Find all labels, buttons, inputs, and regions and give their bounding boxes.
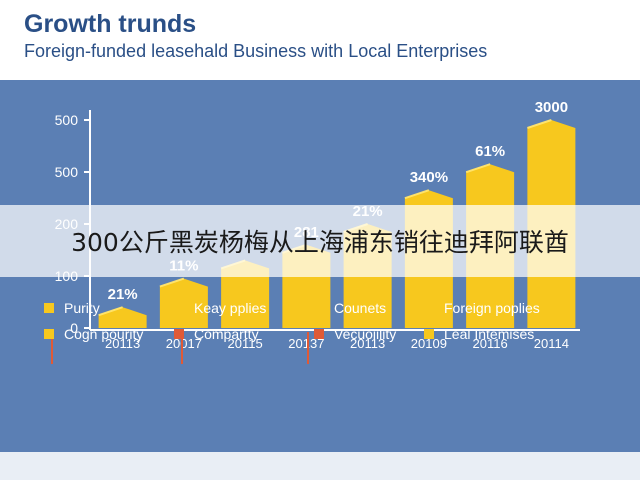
x-tick-label: 20115 [228, 336, 263, 351]
data-label: 21% [108, 286, 138, 303]
legend-label: Keay pplies [194, 300, 267, 316]
x-tick-label: 20113 [105, 336, 140, 351]
y-tick-label: 500 [55, 112, 79, 128]
caption-text: 300公斤黑炭杨梅从上海浦东销往迪拜阿联酋 [71, 228, 569, 257]
legend-swatch [314, 303, 324, 313]
chart-title: Growth trunds [24, 10, 197, 38]
legend-swatch [174, 303, 184, 313]
legend-item: Foreign poplies [424, 300, 540, 316]
legend-item: Cogn pourity [44, 326, 143, 342]
legend-swatch [424, 303, 434, 313]
legend-item: Leal Intemises [424, 326, 534, 342]
y-tick-label: 0 [70, 320, 78, 336]
bar-highlight [159, 277, 185, 288]
bar-highlight [404, 189, 430, 200]
y-tick-label: 500 [55, 164, 79, 180]
legend-swatch [314, 329, 324, 339]
x-tick-label: 20116 [473, 336, 508, 351]
bar [98, 307, 147, 328]
legend-item: Keay pplies [174, 300, 266, 316]
x-tick-label: 20109 [411, 336, 447, 351]
legend-swatch [44, 329, 54, 339]
legend-label: Compartty [194, 326, 259, 342]
x-tick-label: 20137 [288, 336, 324, 351]
legend-item: Purity [44, 300, 100, 316]
x-tick-label: 20114 [534, 336, 569, 351]
caption-banner: 300公斤黑炭杨梅从上海浦东销往迪拜阿联酋 [0, 205, 640, 277]
data-label: 340% [410, 169, 448, 186]
legend-label: Cogn pourity [64, 326, 144, 342]
chart-subtitle: Foreign-funded leasehald Business with L… [24, 41, 488, 61]
legend-item: Counets [314, 300, 386, 316]
legend-swatch [424, 329, 434, 339]
legend-label: Foreign poplies [444, 300, 540, 316]
legend-label: Purity [64, 300, 100, 316]
data-label: 3000 [535, 99, 568, 116]
bar-highlight [98, 306, 123, 317]
x-tick-label: 20017 [166, 336, 202, 351]
bar [221, 260, 270, 328]
x-tick-label: 20113 [350, 336, 385, 351]
legend-swatch [44, 303, 54, 313]
data-label: 61% [475, 143, 505, 160]
legend-label: Counets [334, 300, 387, 316]
legend-label: Vecuoiility [334, 326, 397, 342]
legend-item: Compartty [174, 326, 259, 342]
bar-chart: 010020050050021%2011311%2001720115281201… [51, 99, 580, 364]
header: Growth trunds Foreign-funded leasehald B… [0, 0, 640, 80]
legend-label: Leal Intemises [444, 326, 535, 342]
footer-strip [0, 452, 640, 480]
bar-highlight [465, 163, 491, 174]
legend-item: Vecuoiility [314, 326, 396, 342]
legend-swatch [174, 329, 184, 339]
bar-highlight [527, 119, 552, 129]
